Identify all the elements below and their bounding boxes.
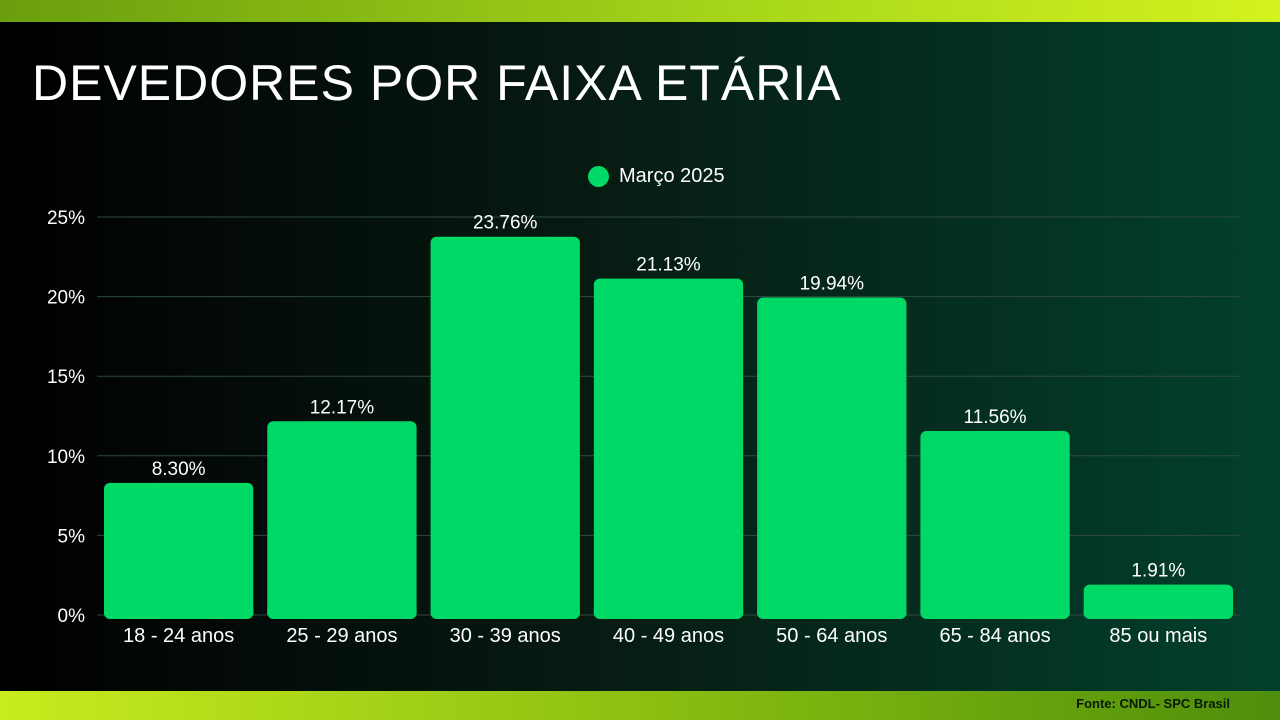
chart-legend: Março 2025 bbox=[588, 164, 725, 188]
bar bbox=[267, 421, 417, 619]
top-accent-bar bbox=[0, 0, 1280, 22]
y-tick-label: 25% bbox=[47, 208, 85, 229]
x-tick-label: 40 - 49 anos bbox=[613, 625, 724, 647]
y-tick-label: 5% bbox=[58, 526, 86, 547]
data-label: 11.56% bbox=[964, 407, 1027, 428]
bar-base bbox=[593, 609, 744, 615]
bottom-accent-bar bbox=[0, 691, 1280, 720]
bar bbox=[920, 430, 1070, 619]
y-tick-label: 0% bbox=[58, 606, 86, 627]
data-label: 12.17% bbox=[310, 397, 375, 418]
data-label: 8.30% bbox=[152, 459, 206, 480]
bar-base bbox=[267, 609, 417, 615]
y-tick-label: 20% bbox=[47, 288, 85, 309]
y-tick-label: 10% bbox=[47, 447, 85, 468]
data-label: 23.76% bbox=[473, 213, 538, 234]
chart-title: DEVEDORES POR FAIXA ETÁRIA bbox=[32, 55, 842, 111]
bar bbox=[430, 236, 580, 620]
bar-base bbox=[1083, 609, 1233, 615]
bar bbox=[757, 297, 907, 619]
x-tick-label: 65 - 84 anos bbox=[939, 625, 1050, 647]
x-tick-label: 25 - 29 anos bbox=[286, 625, 397, 647]
bar-base bbox=[757, 609, 907, 615]
bar-base bbox=[920, 609, 1070, 615]
data-label: 21.13% bbox=[636, 255, 701, 276]
data-label: 19.94% bbox=[800, 274, 865, 295]
legend-label: Março 2025 bbox=[619, 164, 725, 187]
x-tick-label: 50 - 64 anos bbox=[776, 625, 887, 647]
x-tick-label: 30 - 39 anos bbox=[450, 625, 561, 647]
source-note: Fonte: CNDL- SPC Brasil bbox=[1076, 696, 1230, 711]
bar bbox=[104, 482, 254, 619]
x-tick-label: 85 ou mais bbox=[1109, 625, 1207, 647]
y-tick-label: 15% bbox=[47, 367, 85, 388]
legend-swatch bbox=[588, 165, 609, 187]
bar-base bbox=[104, 609, 254, 615]
bar-chart: 0% 5% 10% 15% 20% 25% 8.30% 18 - 24 anos 12.17% 2… bbox=[47, 208, 1240, 647]
bar-base bbox=[430, 609, 580, 615]
bar bbox=[593, 278, 744, 619]
x-tick-label: 18 - 24 anos bbox=[123, 625, 234, 647]
data-label: 1.91% bbox=[1131, 561, 1185, 582]
